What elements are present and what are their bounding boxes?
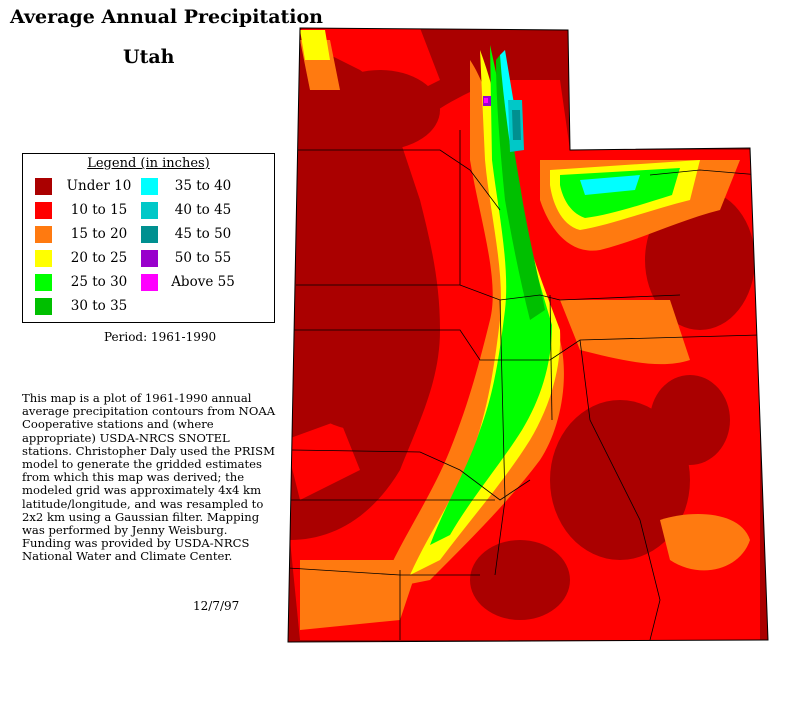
legend-column-2: 35 to 40 40 to 45 45 to 50 50 to 55 Abov… bbox=[141, 178, 236, 298]
legend-label: 50 to 55 bbox=[174, 250, 232, 266]
legend-item: Under 10 bbox=[35, 178, 134, 202]
zone-under-10 bbox=[290, 70, 755, 620]
legend-item: 30 to 35 bbox=[35, 298, 134, 322]
legend-item: 15 to 20 bbox=[35, 226, 134, 250]
legend-label: 30 to 35 bbox=[70, 298, 128, 314]
legend-item: 10 to 15 bbox=[35, 202, 134, 226]
legend-item: 35 to 40 bbox=[141, 178, 236, 202]
legend-swatch bbox=[141, 202, 158, 219]
legend-swatch bbox=[141, 274, 158, 291]
legend-item: Above 55 bbox=[141, 274, 236, 298]
county-boundaries bbox=[288, 130, 761, 641]
map-subtitle: Utah bbox=[123, 46, 175, 68]
legend-item: 45 to 50 bbox=[141, 226, 236, 250]
legend-column-1: Under 10 10 to 15 15 to 20 20 to 25 25 t… bbox=[35, 178, 134, 322]
map-date: 12/7/97 bbox=[193, 599, 240, 613]
zone-45-50 bbox=[512, 110, 521, 140]
legend-title: Legend (in inches) bbox=[87, 156, 210, 171]
legend-item: 50 to 55 bbox=[141, 250, 236, 274]
legend-label: Above 55 bbox=[171, 274, 235, 290]
legend-label: Under 10 bbox=[66, 178, 132, 194]
map-description: This map is a plot of 1961-1990 annual a… bbox=[22, 391, 276, 564]
legend-item: 20 to 25 bbox=[35, 250, 134, 274]
legend-item: 40 to 45 bbox=[141, 202, 236, 226]
legend-label: 10 to 15 bbox=[70, 202, 128, 218]
legend-swatch bbox=[35, 202, 52, 219]
legend-label: 35 to 40 bbox=[174, 178, 232, 194]
legend-label: 20 to 25 bbox=[70, 250, 128, 266]
legend-swatch bbox=[35, 226, 52, 243]
map-title: Average Annual Precipitation bbox=[10, 6, 323, 28]
legend-swatch bbox=[141, 250, 158, 267]
legend-swatch bbox=[35, 298, 52, 315]
legend-swatch bbox=[35, 250, 52, 267]
legend-swatch bbox=[141, 178, 158, 195]
legend: Legend (in inches) Under 10 10 to 15 15 … bbox=[22, 153, 275, 323]
legend-swatch bbox=[35, 274, 52, 291]
legend-label: 45 to 50 bbox=[174, 226, 232, 242]
zone-above-55 bbox=[484, 98, 488, 103]
legend-swatch bbox=[141, 226, 158, 243]
utah-outline bbox=[287, 27, 769, 643]
legend-label: 25 to 30 bbox=[70, 274, 128, 290]
legend-item: 25 to 30 bbox=[35, 274, 134, 298]
legend-swatch bbox=[35, 178, 52, 195]
period-label: Period: 1961-1990 bbox=[104, 330, 217, 344]
legend-label: 15 to 20 bbox=[70, 226, 128, 242]
legend-label: 40 to 45 bbox=[174, 202, 232, 218]
